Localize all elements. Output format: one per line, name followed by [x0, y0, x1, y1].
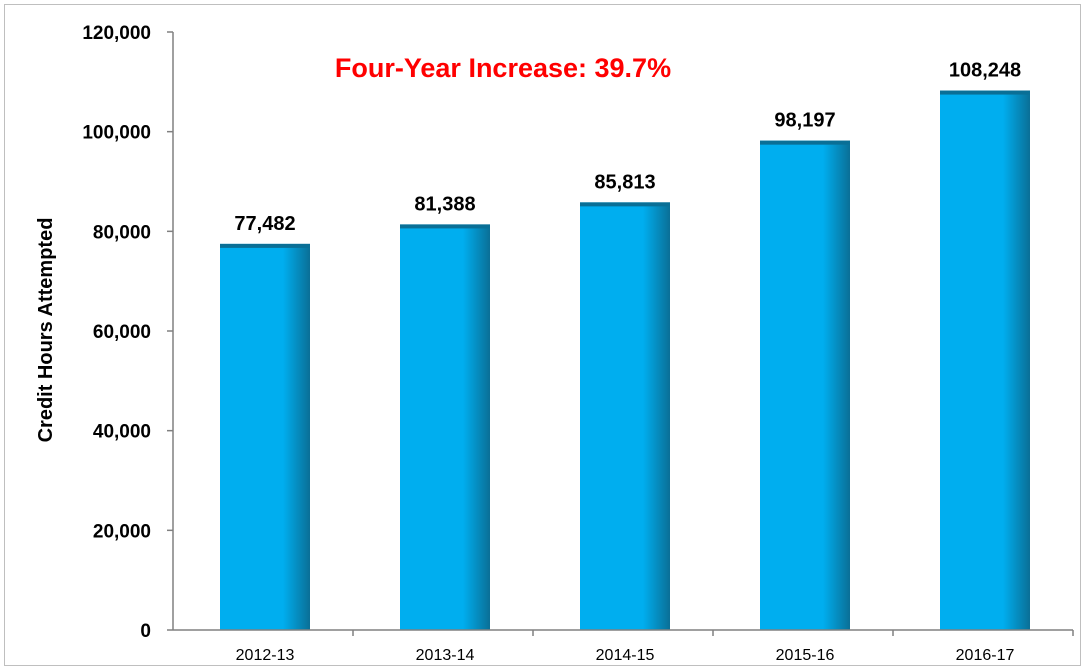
x-tick-label-2016-17: 2016-17: [956, 647, 1015, 664]
data-label-2015-16: 98,197: [774, 110, 835, 132]
bar-top-edge: [400, 224, 490, 229]
bar-2013-14: [400, 224, 490, 630]
y-tick-label: 20,000: [93, 521, 151, 542]
x-tick-label-2012-13: 2012-13: [236, 647, 295, 664]
bar-top-edge: [220, 243, 310, 248]
bar-2014-15: [580, 202, 670, 630]
bar-2015-16: [760, 140, 850, 630]
bar-2012-13: [220, 243, 310, 631]
y-axis-label: Credit Hours Attempted: [35, 218, 57, 443]
y-tick-label: 120,000: [82, 23, 151, 44]
data-label-2013-14: 81,388: [414, 193, 475, 215]
bar-2016-17: [940, 90, 1030, 630]
bar-top-edge: [580, 202, 670, 207]
increase-annotation: Four-Year Increase: 39.7%: [335, 53, 671, 83]
x-tick-label-2013-14: 2013-14: [416, 647, 475, 664]
y-tick-label: 60,000: [93, 322, 151, 343]
data-label-2012-13: 77,482: [234, 213, 295, 235]
chart-frame: [4, 4, 1081, 666]
y-tick-label: 0: [140, 621, 151, 642]
y-tick-label: 80,000: [93, 222, 151, 243]
data-label-2014-15: 85,813: [594, 171, 655, 193]
y-tick-label: 40,000: [93, 422, 151, 443]
x-tick-label-2015-16: 2015-16: [776, 647, 835, 664]
y-tick-label: 100,000: [82, 123, 151, 144]
bar-top-edge: [760, 140, 850, 145]
bar-top-edge: [940, 90, 1030, 95]
x-tick-label-2014-15: 2014-15: [596, 647, 655, 664]
data-label-2016-17: 108,248: [949, 60, 1021, 82]
